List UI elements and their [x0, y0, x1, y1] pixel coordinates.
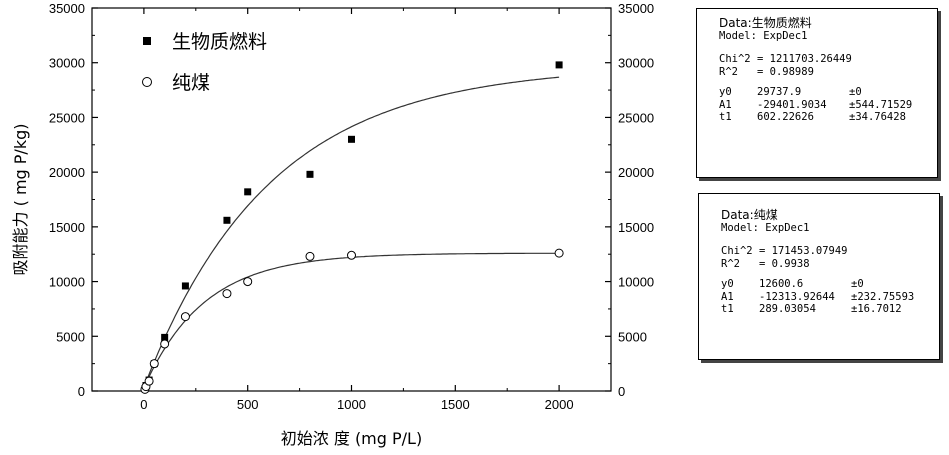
x-tick-label: 0: [140, 397, 147, 412]
param-value: 602.22626: [757, 111, 814, 123]
y-tick-label: 0: [78, 384, 85, 399]
param-name: y0: [721, 278, 734, 290]
param-value: 12600.6: [759, 278, 804, 290]
r-value: = 0.9938: [759, 257, 810, 270]
y-tick-label: 30000: [49, 56, 85, 71]
param-name: A1: [721, 290, 734, 303]
param-error: ±232.75593: [851, 290, 915, 303]
param-value: -29401.9034: [757, 98, 827, 111]
plot-frame: [91, 7, 612, 392]
data-point-s1: [223, 216, 231, 224]
y-axis-label: 吸附能力 ( mg P/kg): [11, 124, 30, 276]
fit-curve-1: [143, 76, 560, 388]
y-tick-label-right: 10000: [618, 275, 654, 290]
data-point-s2: [160, 339, 170, 349]
param-name: A1: [719, 98, 732, 111]
data-point-s2: [305, 251, 315, 261]
r-label: R^2: [721, 257, 740, 270]
y-tick-label: 20000: [49, 165, 85, 180]
param-error: ±34.76428: [849, 111, 906, 123]
chi-label: Chi^2: [719, 53, 751, 65]
y-tick-label-right: 30000: [618, 56, 654, 71]
model-line: Model: ExpDec1: [719, 29, 808, 42]
fit-result-box-coal: Data:纯煤 Model: ExpDec1 Chi^2 = 171453.079…: [698, 193, 940, 360]
r-value: = 0.98989: [757, 65, 814, 78]
y-tick-label: 10000: [49, 275, 85, 290]
param-error: ±0: [851, 278, 864, 290]
y-tick-label: 5000: [56, 329, 85, 344]
y-tick-label-right: 20000: [618, 165, 654, 180]
y-tick-label: 25000: [49, 110, 85, 125]
data-point-s1: [244, 188, 252, 196]
data-point-s2: [144, 376, 154, 386]
data-point-s2: [180, 312, 190, 322]
data-point-s2: [222, 289, 232, 299]
data-label: Data:: [719, 16, 752, 30]
y-tick-label-right: 5000: [618, 329, 647, 344]
data-name: 纯煤: [753, 208, 778, 222]
x-tick-label: 500: [237, 397, 259, 412]
chi-value: = 171453.07949: [759, 245, 848, 257]
chi-label: Chi^2: [721, 245, 753, 257]
data-point-s1: [161, 333, 169, 341]
y-tick-label: 15000: [49, 220, 85, 235]
y-tick-label-right: 15000: [618, 220, 654, 235]
data-point-s2: [243, 277, 253, 287]
chi-value: = 1211703.26449: [757, 53, 852, 65]
param-error: ±0: [849, 86, 862, 98]
x-tick-label: 2000: [545, 397, 574, 412]
model-line: Model: ExpDec1: [721, 221, 810, 234]
y-tick-label: 35000: [49, 1, 85, 16]
param-value: 289.03054: [759, 303, 816, 315]
x-axis-label: 初始浓 度 (mg P/L): [281, 429, 422, 448]
y-tick-label-right: 35000: [618, 1, 654, 16]
data-point-s1: [555, 61, 563, 69]
legend-marker-2: [142, 77, 152, 87]
y-tick-label-right: 0: [618, 384, 625, 399]
x-tick-label: 1500: [441, 397, 470, 412]
fit-result-box-biomass: Data:生物质燃料 Model: ExpDec1 Chi^2 = 1211703…: [696, 8, 938, 178]
legend-marker-1: [143, 37, 151, 45]
param-error: ±16.7012: [851, 303, 902, 315]
data-point-s2: [149, 359, 159, 369]
param-name: t1: [721, 303, 734, 315]
data-point-s1: [348, 135, 355, 143]
data-name: 生物质燃料: [751, 16, 812, 30]
r-label: R^2: [719, 65, 738, 78]
param-value: 29737.9: [757, 86, 802, 98]
legend-label-2: 纯煤: [172, 72, 210, 94]
data-point-s1: [181, 282, 189, 290]
data-point-s2: [347, 250, 356, 260]
fit-curve-2: [143, 252, 560, 389]
data-point-s2: [554, 248, 564, 258]
param-value: -12313.92644: [759, 290, 835, 303]
data-point-s1: [306, 170, 314, 178]
param-name: t1: [719, 111, 732, 123]
x-tick-label: 1000: [337, 397, 366, 412]
data-label: Data:: [721, 208, 754, 222]
param-name: y0: [719, 86, 732, 98]
param-error: ±544.71529: [849, 98, 913, 111]
y-tick-label-right: 25000: [618, 110, 654, 125]
legend-label-1: 生物质燃料: [172, 31, 267, 53]
